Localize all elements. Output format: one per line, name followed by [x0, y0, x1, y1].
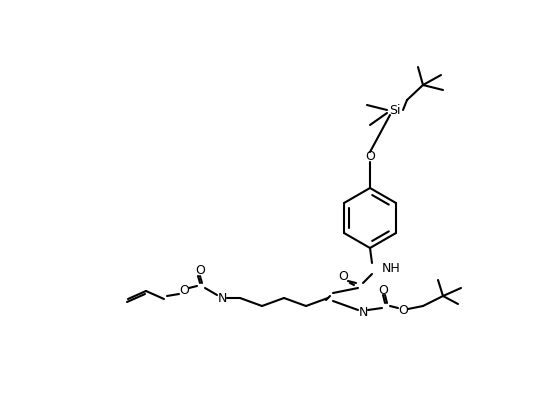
Text: O: O — [338, 269, 348, 282]
Text: N: N — [358, 307, 368, 320]
Text: Si: Si — [389, 103, 401, 116]
Text: O: O — [378, 284, 388, 297]
Text: O: O — [179, 284, 189, 297]
Text: O: O — [398, 305, 408, 318]
Text: O: O — [195, 265, 205, 278]
Text: N: N — [217, 292, 227, 305]
Text: NH: NH — [382, 261, 401, 274]
Text: O: O — [365, 151, 375, 164]
